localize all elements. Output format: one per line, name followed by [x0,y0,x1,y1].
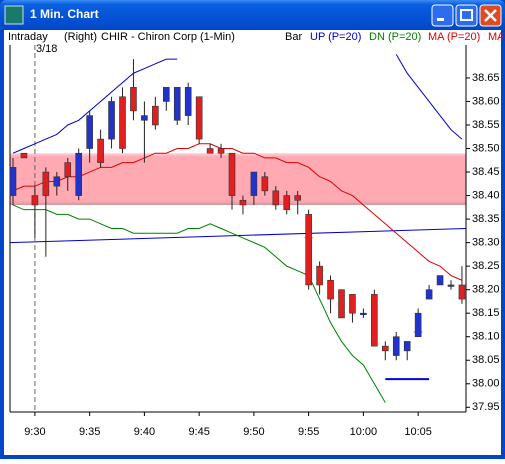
candle-body [316,265,323,286]
candle-body [97,138,104,163]
candle-body [436,275,444,286]
candle-body [108,101,115,140]
y-tick-label: 38.30 [472,237,500,249]
header-item: (Right) [64,31,97,43]
candle-body [86,115,93,149]
x-tick-label: 9:45 [188,426,209,438]
candle-body [403,341,411,352]
candle-body [272,190,280,206]
y-tick-label: 38.45 [472,166,500,178]
candle-body [349,294,356,314]
y-tick-label: 38.00 [472,378,500,390]
candle-body [217,148,225,154]
candle-body [283,195,291,210]
y-tick-label: 37.95 [472,401,500,413]
x-tick-label: 9:30 [24,426,45,438]
app-icon [4,5,24,25]
signal-marker [413,327,424,338]
candle-body [119,96,126,149]
y-tick-label: 38.25 [472,260,500,272]
y-tick-label: 38.10 [472,331,500,343]
candle-body [152,105,159,126]
indicator-line [12,143,463,281]
y-tick-label: 38.55 [472,119,500,131]
candle-body [184,87,192,116]
candle-body [327,279,334,300]
candle-body [338,289,345,319]
title-bar [0,0,505,30]
candle-body [42,171,50,196]
candle-body [250,171,258,196]
candle-body [294,195,302,201]
indicator-line [395,54,463,140]
x-tick-label: 9:55 [298,426,319,438]
window-title: 1 Min. Chart [30,7,99,21]
candle-body [173,87,181,121]
candle-body [20,152,28,159]
candle-body [9,167,17,196]
candle-body [305,214,312,286]
y-tick-label: 38.65 [472,72,500,84]
y-tick-label: 38.40 [472,189,500,201]
candle-body [130,87,137,112]
signal-marker [303,232,314,243]
candle-body [206,148,214,154]
minimize-button[interactable] [431,4,454,27]
close-button[interactable] [479,4,502,27]
x-tick-label: 10:05 [404,426,432,438]
candle-body [392,336,400,356]
candle-body [53,176,61,187]
candle-body [64,162,72,178]
candle-body [447,284,455,287]
candle-body [261,176,269,192]
candle-body [141,115,148,121]
y-tick-label: 38.05 [472,354,500,366]
y-tick-label: 38.50 [472,142,500,154]
candle-body [360,312,367,315]
x-tick-label: 10:00 [350,426,378,438]
y-tick-label: 38.20 [472,284,500,296]
candle-body [425,289,433,300]
x-tick-label: 9:40 [134,426,155,438]
indicator-line [12,58,178,154]
candle-body [163,87,170,102]
candle-body [228,152,236,196]
header-truncated: MA [488,31,505,43]
candle-body [381,345,389,352]
x-tick-label: 9:50 [243,426,264,438]
header-item: Intraday [8,31,48,43]
x-tick-label: 9:35 [79,426,100,438]
y-tick-label: 38.15 [472,307,500,319]
candle-body [195,96,203,140]
legend-entry: MA (P=20) [428,31,480,43]
candle-body [371,294,378,347]
date-label: 3/18 [36,43,57,55]
candle-body [31,195,39,206]
plot-area [10,45,466,412]
y-tick-label: 38.35 [472,213,500,225]
price-zone-shade [10,153,466,205]
legend-entry: DN (P=20) [369,31,421,43]
candle-body [458,284,466,300]
legend-entry: UP (P=20) [310,31,361,43]
candle-body [75,152,82,196]
candle-body [239,199,247,206]
y-tick-label: 38.60 [472,95,500,107]
maximize-button[interactable] [455,4,478,27]
header-style: Bar [285,31,302,43]
indicator-line [12,204,386,403]
header-item: CHIR - Chiron Corp (1-Min) [101,31,235,43]
